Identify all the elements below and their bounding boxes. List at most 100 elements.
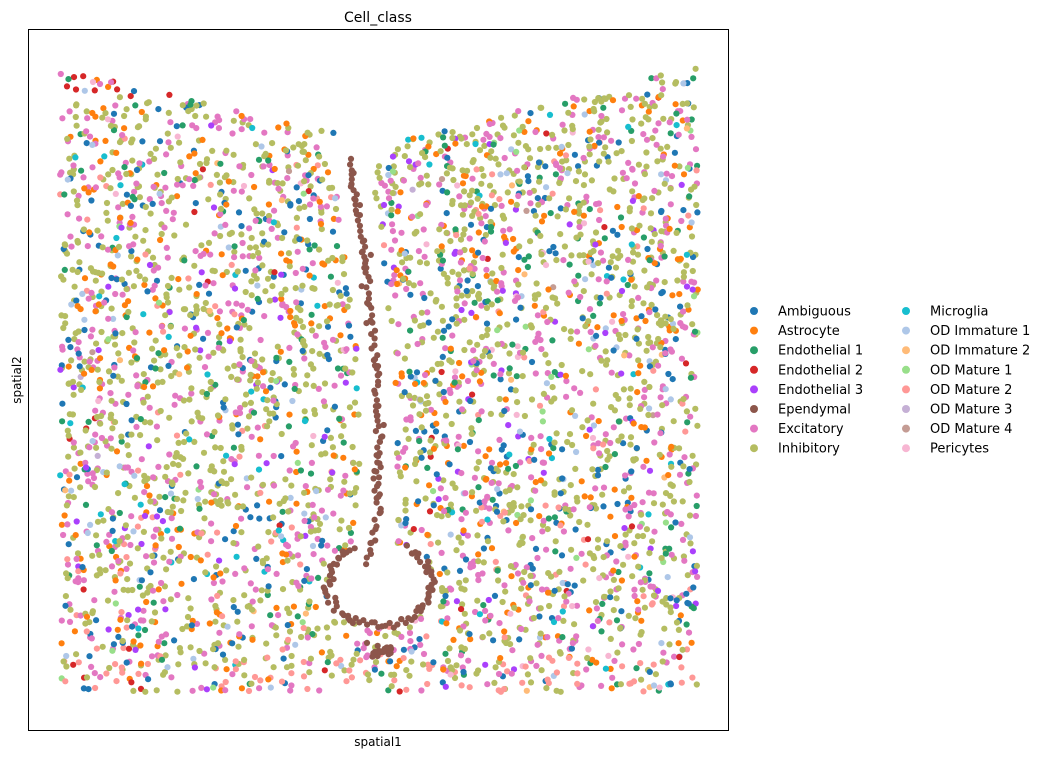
point-od-immature-1	[68, 301, 75, 308]
point-inhibitory	[487, 279, 494, 286]
point-ependymal	[351, 545, 358, 552]
point-endothelial-3	[342, 379, 349, 386]
point-od-mature-4	[285, 168, 293, 175]
point-ependymal	[360, 617, 367, 624]
point-excitatory	[651, 439, 658, 446]
point-astrocyte	[393, 280, 401, 288]
point-excitatory	[89, 470, 96, 477]
point-inhibitory	[301, 178, 308, 185]
point-endothelial-1	[424, 464, 431, 471]
point-excitatory	[679, 536, 687, 544]
point-inhibitory	[118, 276, 126, 283]
point-endothelial-1	[694, 162, 701, 169]
point-astrocyte	[467, 636, 474, 643]
point-ambiguous	[430, 659, 437, 666]
point-excitatory	[409, 213, 416, 220]
point-inhibitory	[318, 451, 325, 458]
point-endothelial-2	[70, 74, 78, 81]
point-inhibitory	[479, 353, 486, 360]
point-od-mature-2	[649, 600, 656, 607]
point-excitatory	[417, 174, 424, 181]
point-inhibitory	[290, 371, 298, 378]
point-inhibitory	[661, 180, 668, 187]
point-excitatory	[164, 254, 171, 261]
legend-label: OD Mature 1	[930, 363, 1012, 378]
point-inhibitory	[602, 348, 609, 355]
point-ambiguous	[614, 500, 621, 508]
point-excitatory	[364, 627, 371, 634]
point-excitatory	[198, 684, 205, 692]
point-endothelial-3	[621, 525, 628, 532]
point-astrocyte	[611, 486, 618, 493]
point-inhibitory	[693, 562, 701, 570]
point-excitatory	[532, 128, 539, 136]
point-excitatory	[501, 582, 508, 589]
point-ambiguous	[575, 163, 582, 170]
point-inhibitory	[316, 520, 324, 528]
point-inhibitory	[168, 194, 175, 201]
point-excitatory	[650, 490, 657, 497]
point-inhibitory	[286, 609, 293, 617]
point-astrocyte	[86, 229, 93, 236]
point-inhibitory	[679, 100, 686, 107]
point-ambiguous	[524, 173, 532, 180]
point-inhibitory	[103, 199, 111, 207]
point-inhibitory	[592, 229, 600, 236]
point-excitatory	[635, 606, 642, 613]
point-inhibitory	[392, 183, 399, 190]
point-inhibitory	[309, 348, 316, 355]
point-inhibitory	[446, 357, 453, 364]
point-endothelial-1	[691, 328, 699, 335]
point-pericytes	[625, 553, 632, 560]
point-inhibitory	[462, 577, 469, 584]
point-inhibitory	[692, 405, 699, 412]
point-inhibitory	[645, 116, 652, 123]
point-inhibitory	[142, 227, 149, 234]
point-inhibitory	[615, 331, 622, 338]
point-inhibitory	[517, 539, 524, 546]
point-endothelial-1	[602, 463, 609, 471]
point-excitatory	[421, 253, 428, 260]
point-od-immature-1	[680, 80, 687, 87]
point-inhibitory	[401, 153, 408, 160]
point-inhibitory	[444, 280, 451, 287]
point-microglia	[67, 420, 74, 427]
point-excitatory	[649, 344, 656, 351]
point-inhibitory	[102, 567, 109, 574]
point-endothelial-1	[562, 100, 569, 107]
point-excitatory	[657, 430, 664, 437]
point-endothelial-1	[388, 212, 395, 219]
point-od-immature-1	[658, 171, 665, 178]
point-astrocyte	[513, 519, 520, 527]
point-inhibitory	[618, 148, 625, 155]
point-inhibitory	[632, 615, 639, 622]
point-endothelial-1	[615, 568, 622, 576]
point-inhibitory	[422, 495, 429, 502]
point-inhibitory	[508, 507, 515, 514]
point-inhibitory	[549, 131, 556, 138]
point-od-mature-2	[592, 386, 600, 393]
point-excitatory	[388, 246, 395, 253]
point-excitatory	[651, 187, 658, 194]
point-inhibitory	[556, 568, 563, 576]
point-inhibitory	[417, 396, 424, 403]
point-astrocyte	[488, 545, 496, 552]
point-od-mature-2	[279, 646, 286, 653]
point-inhibitory	[332, 205, 340, 213]
point-endothelial-1	[480, 602, 487, 609]
point-inhibitory	[397, 473, 404, 480]
point-ependymal	[363, 554, 370, 561]
point-ambiguous	[110, 110, 118, 117]
legend-marker	[750, 326, 758, 335]
point-inhibitory	[352, 502, 359, 509]
point-inhibitory	[329, 444, 336, 451]
point-od-mature-1	[690, 293, 698, 300]
point-inhibitory	[658, 92, 665, 99]
point-inhibitory	[180, 497, 187, 504]
point-excitatory	[163, 207, 170, 214]
point-endothelial-1	[407, 327, 414, 334]
point-excitatory	[534, 554, 541, 562]
point-ependymal	[380, 647, 387, 654]
point-inhibitory	[174, 175, 181, 183]
point-inhibitory	[649, 195, 656, 202]
